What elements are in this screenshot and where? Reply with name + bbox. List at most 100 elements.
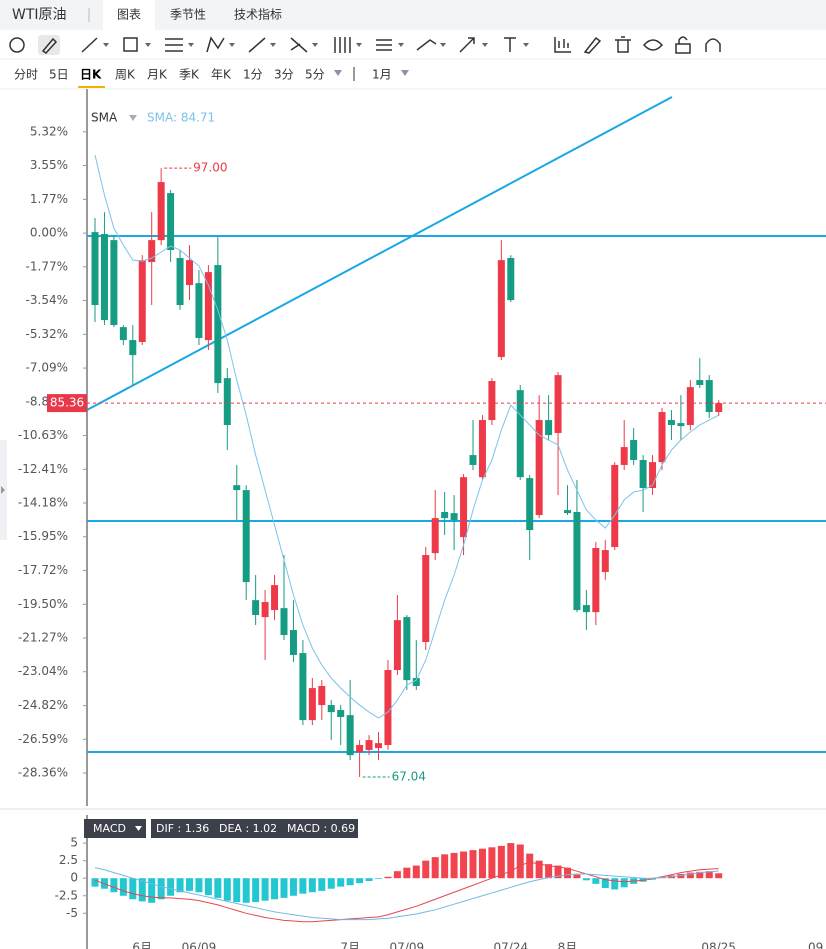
candle-body — [157, 182, 165, 241]
tool-icon[interactable] — [334, 37, 351, 53]
candle-body — [516, 390, 524, 478]
period-option[interactable]: 3分 — [274, 68, 294, 82]
tool-icon[interactable] — [206, 36, 225, 53]
macd-bar — [620, 878, 628, 888]
y-tick-label: -10.63% — [18, 428, 68, 442]
candle-body — [327, 705, 335, 713]
tool-icon[interactable] — [554, 37, 571, 53]
macd-bar — [242, 878, 250, 903]
tab[interactable]: 图表 — [117, 8, 141, 22]
period-option[interactable]: 5日 — [49, 68, 69, 82]
macd-bar — [696, 871, 704, 879]
caret[interactable] — [129, 115, 137, 121]
tool-icon[interactable] — [9, 37, 25, 53]
period-option[interactable]: 1分 — [243, 68, 263, 82]
tool-icon[interactable] — [705, 38, 721, 52]
macd-bar — [318, 878, 326, 891]
candle-body — [677, 423, 685, 427]
macd-bar — [157, 878, 165, 900]
y-tick-label: 0.00% — [30, 226, 68, 240]
side-handle-arrow — [1, 486, 5, 494]
x-tick-label: 6月 — [132, 941, 152, 949]
indicator-selector[interactable] — [84, 819, 146, 838]
period-option[interactable]: 季K — [179, 68, 200, 82]
macd-bar — [327, 878, 335, 889]
candle-body — [289, 630, 297, 655]
period-option[interactable]: 分时 — [14, 68, 38, 82]
y-tick-label: -12.41% — [18, 462, 68, 476]
candle-body — [441, 511, 449, 519]
tool-icon[interactable] — [248, 37, 266, 53]
candle-body — [469, 455, 477, 465]
candle-body — [601, 550, 609, 572]
drawn-trend-line[interactable] — [87, 96, 673, 411]
macd-bar — [233, 878, 241, 903]
candle-body — [564, 510, 571, 514]
period-option[interactable]: 日K — [80, 68, 102, 82]
tool-icon[interactable] — [459, 37, 475, 53]
period-bar: 分时 5日 日K 周K 月K 季K 年K 1分 3分 5分 1月 — [14, 68, 392, 82]
candle-body — [384, 670, 392, 746]
sma-line — [94, 154, 719, 719]
tool-icon[interactable] — [165, 38, 183, 52]
y-tick-label: -3.54% — [26, 293, 68, 307]
candle-body — [696, 380, 704, 386]
candle-body — [422, 555, 430, 643]
candle-body — [138, 260, 146, 342]
candle-body — [214, 265, 222, 384]
tab[interactable]: 技术指标 — [234, 7, 282, 22]
macd-bar — [195, 878, 203, 893]
tool-icon[interactable] — [81, 37, 98, 53]
candle-body — [167, 193, 175, 251]
tool-icon[interactable] — [416, 39, 437, 51]
macd-bar — [223, 878, 231, 901]
tool-icon[interactable] — [583, 36, 602, 54]
last-price-label: 85.36 — [50, 396, 84, 410]
tool-icon[interactable] — [290, 37, 308, 53]
tool-icon[interactable] — [123, 37, 138, 52]
x-tick-label: 8月 — [558, 941, 578, 949]
high-label: 97.00 — [193, 161, 227, 175]
tool-icon[interactable] — [675, 43, 691, 54]
tool-icon[interactable] — [504, 37, 516, 52]
tab[interactable]: 季节性 — [170, 8, 206, 22]
y-tick-label: -14.18% — [18, 496, 68, 510]
macd-bar — [677, 873, 685, 879]
x-tick-label: 08/25 — [701, 941, 736, 949]
tool-icon[interactable] — [642, 39, 664, 51]
macd-bar — [554, 865, 562, 879]
period-option[interactable]: 月K — [147, 68, 168, 82]
macd-bar — [375, 878, 382, 879]
legend-dea: DEA : 1.02 — [219, 822, 277, 835]
candle-body — [554, 375, 562, 433]
candle-body — [308, 688, 316, 721]
tool-icon[interactable] — [615, 36, 631, 53]
caret[interactable] — [103, 43, 529, 47]
instrument-title: WTI原油 — [12, 7, 67, 23]
macd-bar — [601, 878, 609, 889]
macd-bar — [337, 878, 345, 887]
y-tick-label: -23.04% — [18, 664, 68, 678]
macd-bar — [460, 851, 468, 879]
candle-body — [667, 420, 675, 425]
tool-icon[interactable] — [376, 39, 392, 51]
macd-bar — [261, 878, 269, 901]
period-option[interactable]: 年K — [211, 68, 232, 82]
tool-icon[interactable] — [678, 36, 688, 44]
macd-bar — [535, 860, 543, 879]
price-plot — [87, 96, 826, 778]
toolbar-carets — [103, 43, 529, 47]
period-option[interactable]: 1月 — [372, 68, 392, 82]
period-option[interactable]: 5分 — [305, 68, 325, 82]
period-option[interactable]: 周K — [115, 68, 136, 82]
macd-bar — [186, 878, 193, 891]
macd-bar — [346, 878, 354, 886]
macd-bar — [545, 864, 553, 879]
x-tick-label: 06/09 — [182, 941, 217, 949]
candle-body — [620, 447, 628, 465]
tool-icon[interactable] — [41, 37, 58, 54]
macd-bar — [214, 878, 222, 898]
candle-body — [545, 420, 553, 436]
caret[interactable] — [334, 70, 409, 76]
candle-body — [375, 743, 382, 749]
